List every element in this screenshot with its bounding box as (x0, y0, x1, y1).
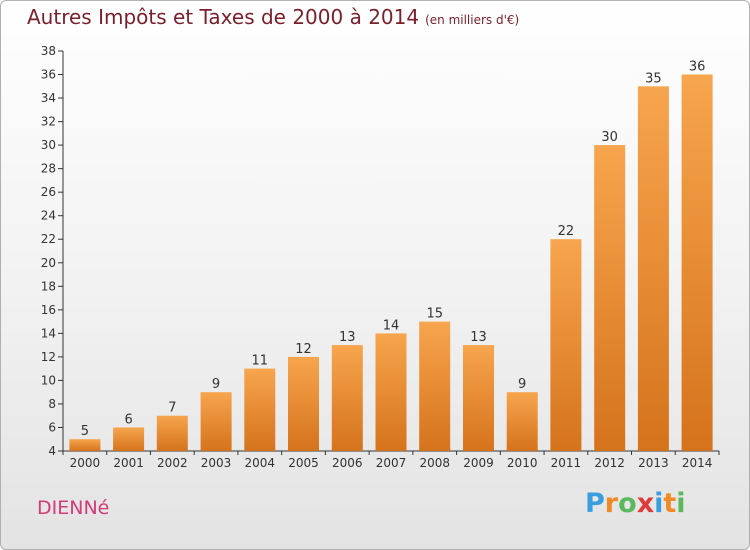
value-label-2014: 36 (689, 60, 706, 75)
chart-title: Autres Impôts et Taxes de 2000 à 2014 (en… (27, 5, 519, 29)
value-label-2005: 12 (295, 342, 312, 357)
x-tick-label-2003: 2003 (201, 456, 232, 470)
y-tick-label: 6 (48, 420, 56, 434)
bar-2002 (156, 415, 188, 451)
chart-unit: (en milliers d'€) (425, 13, 520, 27)
x-tick-label-2001: 2001 (113, 456, 144, 470)
y-tick-label: 34 (41, 91, 56, 105)
value-label-2002: 7 (168, 401, 176, 416)
y-tick-label: 28 (41, 162, 56, 176)
x-tick-label-2004: 2004 (245, 456, 276, 470)
value-label-2006: 13 (339, 330, 356, 345)
x-tick-label-2013: 2013 (638, 456, 669, 470)
bar-2011 (550, 239, 582, 451)
proxiti-logo: Proxiti (585, 488, 686, 519)
value-label-2013: 35 (645, 71, 662, 86)
x-tick-label-2002: 2002 (157, 456, 188, 470)
y-tick-label: 4 (48, 444, 56, 458)
x-tick-label-2009: 2009 (463, 456, 494, 470)
y-tick-label: 10 (41, 373, 56, 387)
commune-name: DIENNé (37, 497, 110, 519)
x-tick-label-2010: 2010 (507, 456, 538, 470)
value-label-2012: 30 (601, 130, 618, 145)
bar-2001 (113, 427, 145, 451)
y-tick-label: 22 (41, 232, 56, 246)
value-label-2008: 15 (426, 307, 443, 322)
x-tick-label-2011: 2011 (551, 456, 582, 470)
x-tick-label-2007: 2007 (376, 456, 407, 470)
value-label-2007: 14 (383, 318, 400, 333)
x-tick-label-2014: 2014 (682, 456, 713, 470)
bar-2000 (69, 439, 101, 451)
value-label-2011: 22 (558, 224, 575, 239)
value-label-2004: 11 (252, 354, 269, 369)
chart-title-text: Autres Impôts et Taxes de 2000 à 2014 (27, 5, 420, 29)
value-label-2003: 9 (212, 377, 220, 392)
bar-2013 (637, 86, 669, 452)
bar-2003 (200, 392, 232, 451)
y-tick-label: 18 (41, 279, 56, 293)
x-tick-label-2006: 2006 (332, 456, 363, 470)
y-tick-label: 30 (41, 138, 56, 152)
bar-2004 (244, 368, 276, 451)
y-tick-label: 32 (41, 115, 56, 129)
value-label-2001: 6 (124, 412, 132, 427)
bar-2012 (594, 145, 626, 451)
y-tick-label: 24 (41, 209, 56, 223)
x-tick-label-2005: 2005 (288, 456, 319, 470)
y-tick-label: 20 (41, 256, 56, 270)
y-tick-label: 8 (48, 397, 56, 411)
y-tick-label: 26 (41, 185, 56, 199)
y-tick-label: 14 (41, 326, 56, 340)
bar-2007 (375, 333, 407, 451)
y-tick-label: 12 (41, 350, 56, 364)
x-tick-label-2000: 2000 (70, 456, 101, 470)
bar-2005 (288, 356, 319, 451)
y-tick-label: 16 (41, 303, 56, 317)
x-tick-label-2008: 2008 (419, 456, 450, 470)
y-tick-label: 38 (41, 44, 56, 58)
bar-2008 (419, 321, 451, 451)
value-label-2010: 9 (518, 377, 526, 392)
bar-2010 (506, 392, 538, 451)
bar-2009 (463, 345, 494, 451)
y-tick-label: 36 (41, 68, 56, 82)
bar-2006 (331, 345, 363, 451)
x-tick-label-2012: 2012 (594, 456, 625, 470)
value-label-2009: 13 (470, 330, 487, 345)
value-label-2000: 5 (81, 424, 89, 439)
bar-2014 (681, 74, 713, 451)
